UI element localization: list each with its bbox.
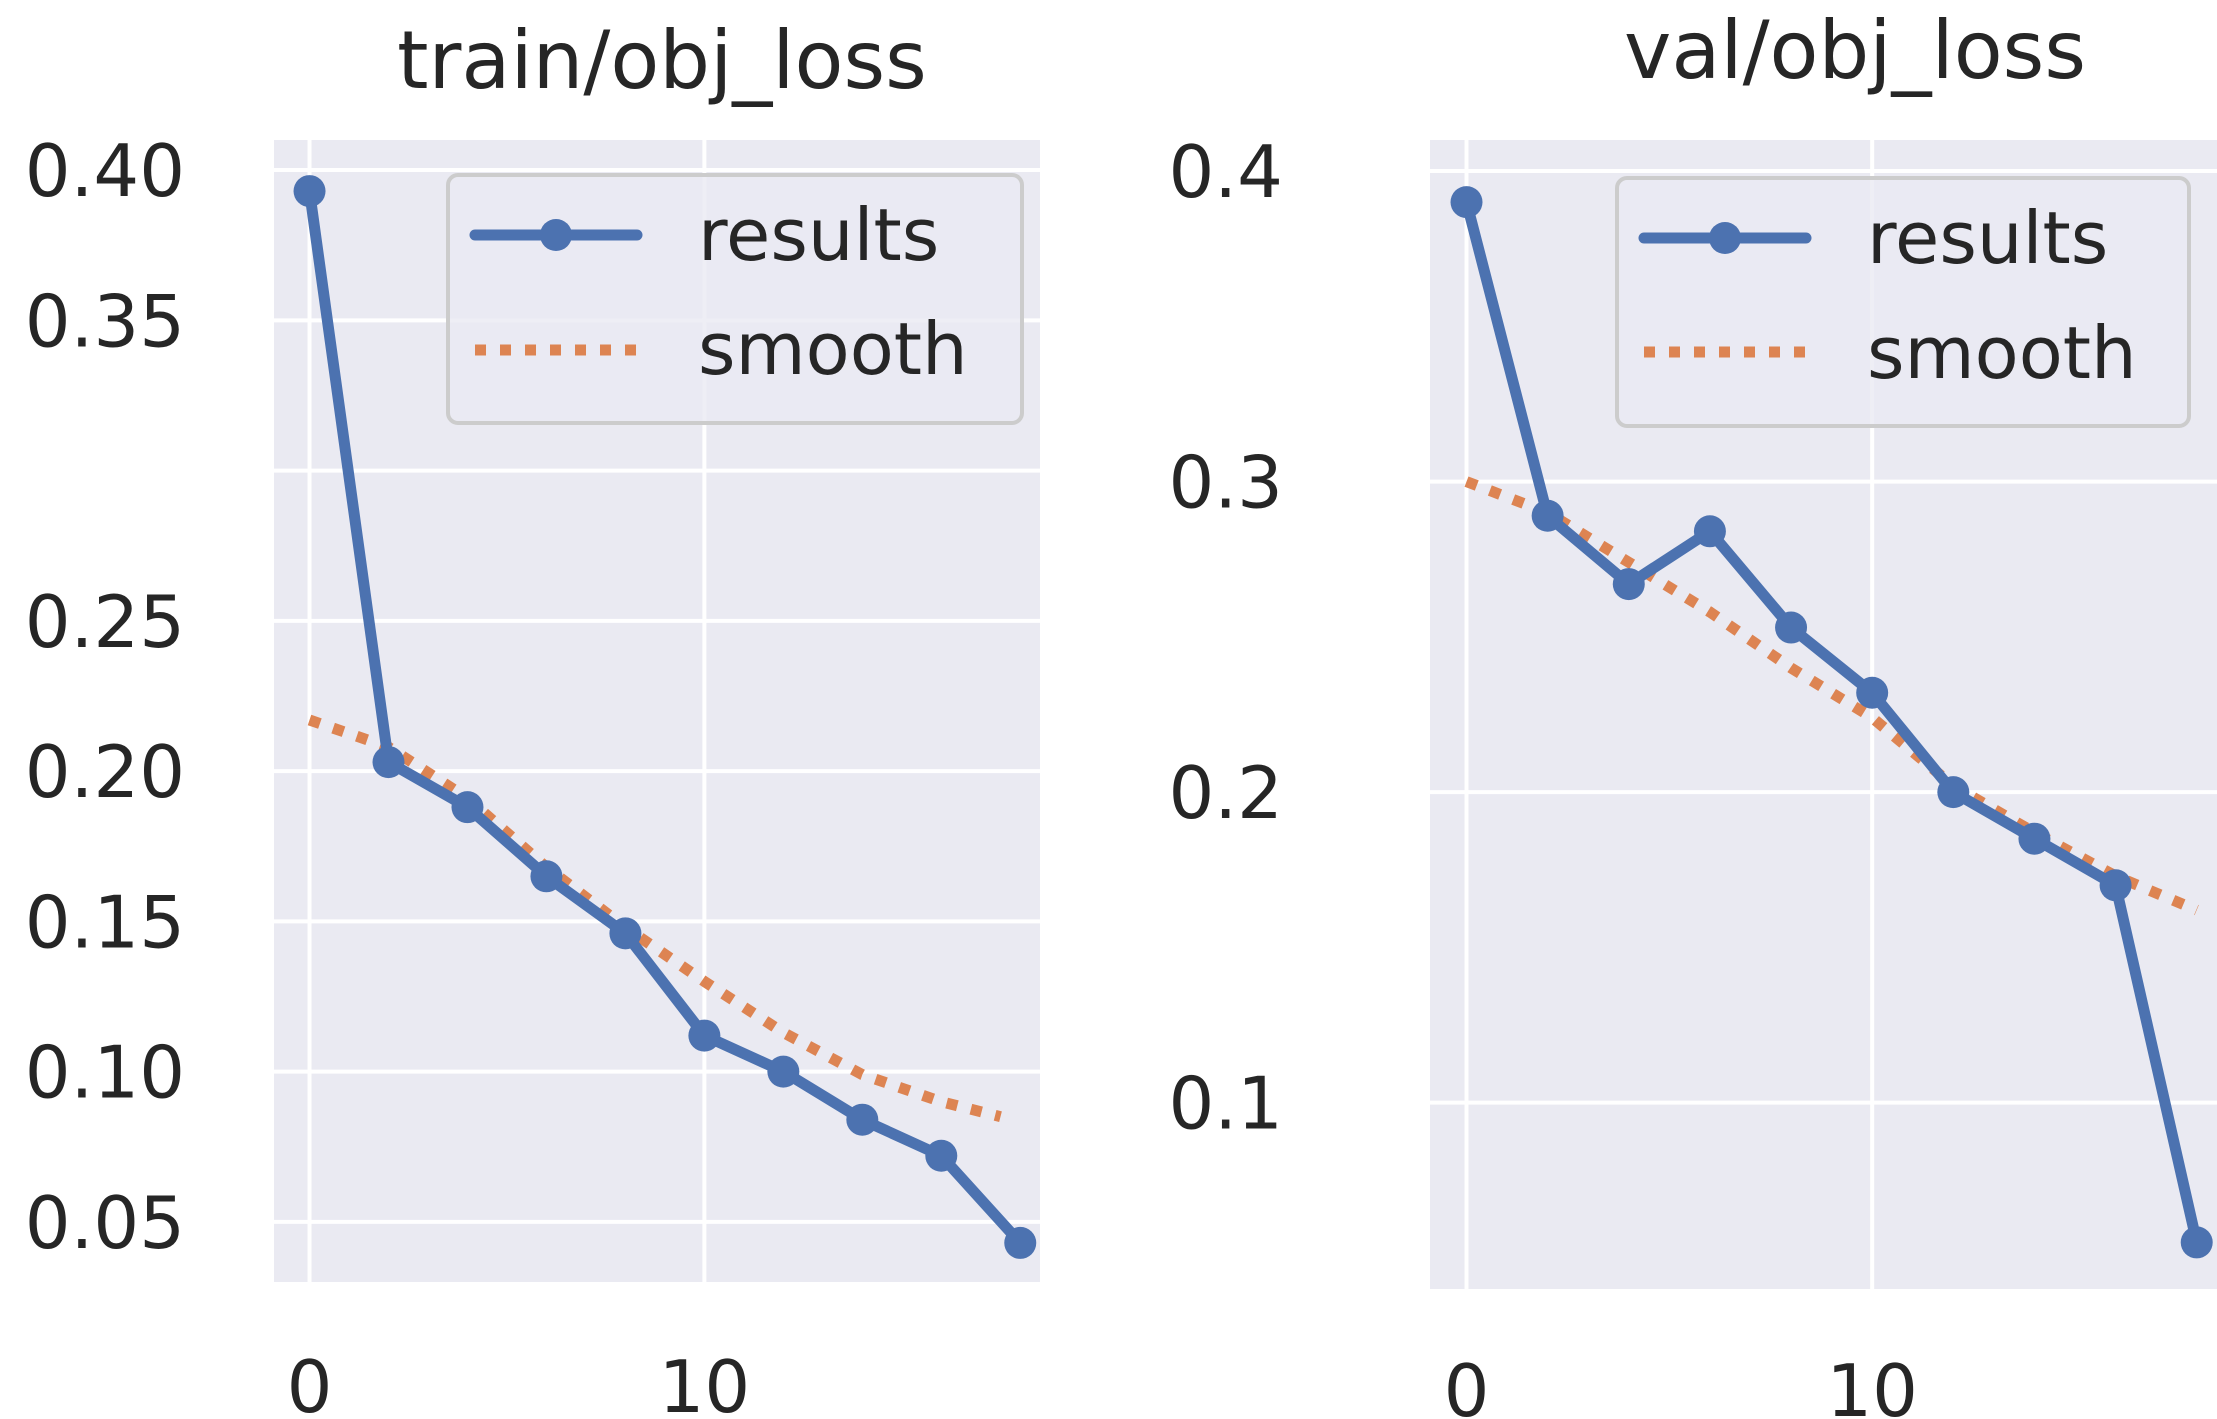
legend-results-label: results [698,193,939,277]
y-tick-label: 0.40 [25,129,185,213]
series-results-point [767,1055,800,1088]
data-series [293,175,1037,1259]
series-results-point [688,1019,721,1052]
legend-results-label: results [1867,196,2108,280]
series-results-point [846,1103,879,1136]
x-tick-label: 10 [659,1345,751,1419]
series-results-point [451,791,484,824]
series-results-point [609,917,642,950]
y-tick-label: 0.2 [1168,751,1283,835]
series-results-point [1775,611,1808,644]
series-results-line [304,185,1026,1249]
series-results-point [1856,676,1889,709]
subplot-train-obj-loss: train/obj_loss 0.400.350.250.200.150.100… [25,14,1040,1419]
series-smooth-line [307,714,1002,1123]
legend-smooth-label: smooth [698,307,968,391]
x-axis-ticks: 0 10 [287,1345,751,1419]
x-tick-label: 0 [287,1345,333,1419]
y-tick-label: 0.4 [1168,130,1283,214]
y-tick-label: 0.3 [1168,441,1283,525]
series-results-point [2018,822,2051,855]
y-tick-label: 0.25 [25,580,185,664]
series-results-point [1531,499,1564,532]
y-tick-label: 0.35 [25,279,185,363]
legend: results smooth [446,173,1024,425]
series-results-line [1461,196,2203,1248]
chart-title: val/obj_loss [1624,4,2086,97]
series-results-point [1612,568,1645,601]
y-axis-ticks: 0.4 0.3 0.2 0.1 [1168,130,1283,1146]
grid [1430,140,2217,1289]
series-smooth-line [1464,476,2199,916]
series-results-point [2099,869,2132,902]
legend-results-marker [1709,222,1741,254]
subplot-val-obj-loss: val/obj_loss 0.4 0.3 0.2 0.1 0 10 results sm… [1168,4,2217,1419]
y-tick-label: 0.15 [25,880,185,964]
y-tick-label: 0.20 [25,730,185,814]
x-tick-label: 10 [1826,1349,1918,1419]
chart-title: train/obj_loss [397,14,927,107]
data-series [1450,186,2213,1259]
series-results-point [2180,1226,2213,1259]
series-results-point [1450,186,1483,219]
x-tick-label: 0 [1444,1349,1490,1419]
x-axis-ticks: 0 10 [1444,1349,1918,1419]
y-tick-label: 0.1 [1168,1062,1283,1146]
legend-smooth-label: smooth [1867,311,2137,395]
y-axis-ticks: 0.40 0.35 0.25 0.20 0.15 0.10 0.05 [25,129,185,1265]
series-results-point [293,175,326,208]
legend: results smooth [1615,176,2191,428]
y-tick-label: 0.10 [25,1031,185,1115]
series-results-point [1937,776,1970,809]
series-results-point [530,860,563,893]
series-results-point [372,746,405,779]
series-results-point [1004,1226,1037,1259]
series-results-point [925,1139,958,1172]
legend-results-marker [540,219,572,251]
series-results-point [1693,515,1726,548]
y-tick-label: 0.05 [25,1181,185,1265]
